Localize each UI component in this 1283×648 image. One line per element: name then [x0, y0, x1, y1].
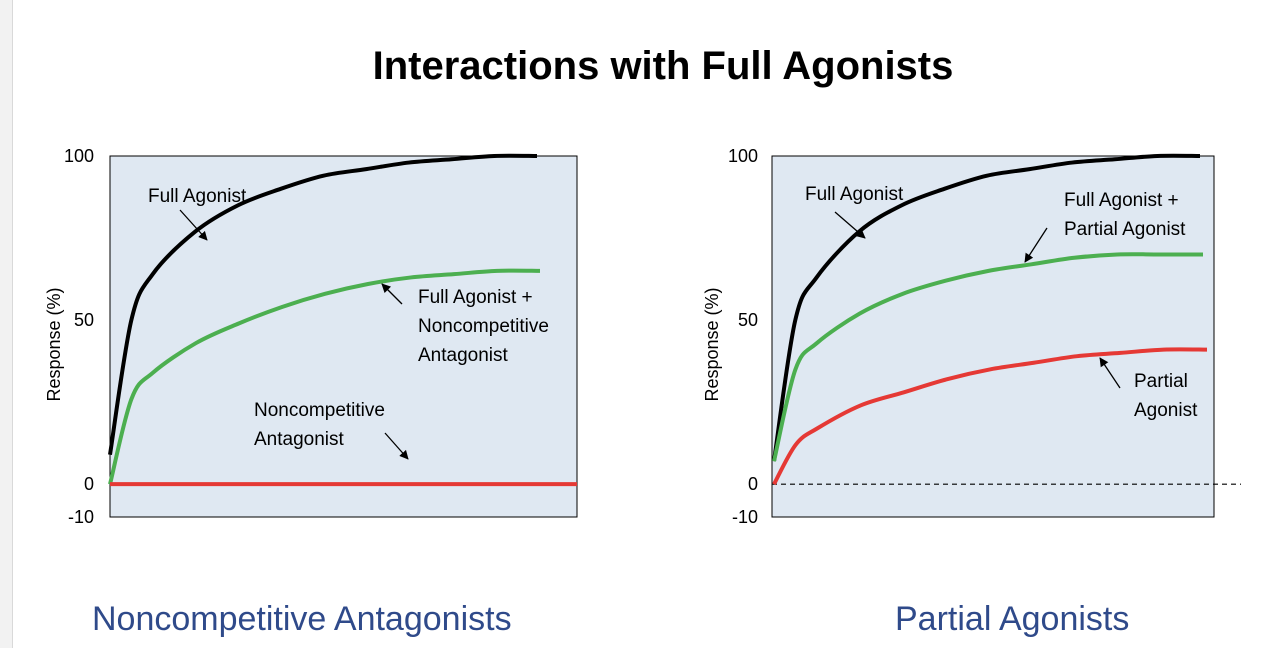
series-line-full-agonist [108, 153, 538, 455]
annotation-label: Full Agonist + [1064, 190, 1179, 211]
series-line-full-agonist-partial-agonist [772, 252, 1203, 462]
y-axis-label: Response (%) [702, 287, 722, 401]
y-axis-label: Response (%) [44, 287, 64, 401]
annotation-label: Full Agonist + [418, 287, 533, 308]
annotation-label: Partial [1134, 371, 1188, 392]
partial-agonists-chart: 100 50 0 -10 Response (%) Full Agonist Full Ag… [702, 146, 1241, 527]
partial-agonists-caption: Partial Agonists [895, 600, 1130, 638]
series-line-full-agonist [772, 153, 1201, 462]
annotation-label: Agonist [1134, 400, 1198, 421]
slide-panel-edge [0, 0, 13, 648]
y-tick-label: 50 [738, 310, 758, 330]
series-line-partial-agonist [772, 347, 1208, 486]
annotation-arrow [834, 211, 866, 239]
annotation-label: Antagonist [254, 429, 345, 450]
noncompetitive-antagonists-chart: 100 50 0 -10 Response (%) Full Agonist Full Ag… [44, 146, 578, 527]
y-tick-label: -10 [732, 507, 758, 527]
annotation-arrow [381, 283, 403, 305]
annotation-label: Full Agonist [805, 184, 904, 205]
annotation-label: Noncompetitive [254, 400, 385, 421]
annotation-arrow [1099, 357, 1121, 389]
y-tick-label: 100 [728, 146, 758, 166]
series-line-full-agonist-noncompetitive-antagonist [108, 268, 541, 485]
plot-area [771, 155, 1215, 518]
annotation-arrow [1024, 227, 1048, 263]
y-tick-label: 100 [64, 146, 94, 166]
annotation-label: Noncompetitive [418, 316, 549, 337]
y-tick-label: 0 [748, 474, 758, 494]
y-tick-label: -10 [68, 507, 94, 527]
annotation-arrow [384, 432, 409, 460]
annotation-label: Full Agonist [148, 186, 247, 207]
annotation-arrow [179, 209, 208, 241]
noncompetitive-antagonists-caption: Noncompetitive Antagonists [92, 600, 512, 638]
y-tick-label: 50 [74, 310, 94, 330]
slide-title: Interactions with Full Agonists [372, 44, 954, 88]
annotation-label: Partial Agonist [1064, 219, 1186, 240]
annotation-label: Antagonist [418, 345, 509, 366]
y-tick-label: 0 [84, 474, 94, 494]
plot-area [109, 155, 578, 518]
